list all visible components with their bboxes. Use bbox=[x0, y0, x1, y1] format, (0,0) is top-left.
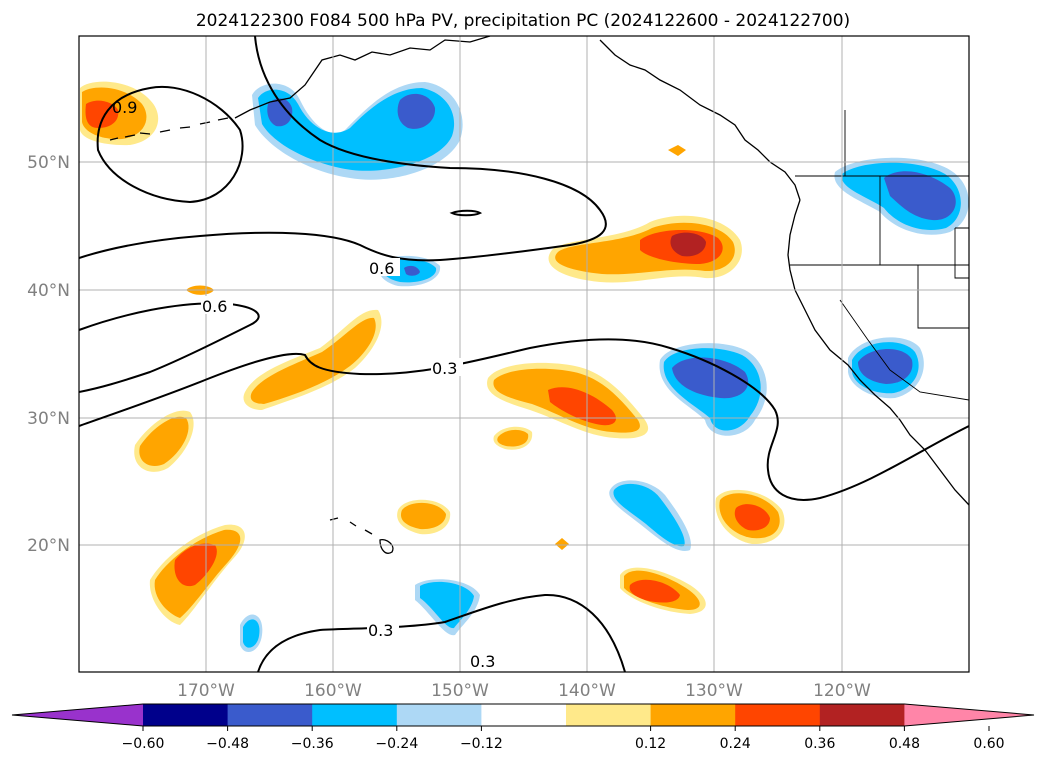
colorbar-tick-label: −0.60 bbox=[122, 736, 165, 752]
map-title: 2024122300 F084 500 hPa PV, precipitatio… bbox=[196, 11, 850, 31]
political-borders bbox=[790, 110, 969, 401]
aleutian-islands bbox=[109, 117, 229, 141]
colorbar-segments bbox=[11, 703, 1035, 727]
precip-blob-pnw-negative bbox=[834, 157, 969, 235]
map-background bbox=[79, 36, 969, 672]
colorbar-segment bbox=[143, 704, 229, 726]
latitude-labels: 50°N 40°N 30°N 20°N bbox=[27, 153, 70, 556]
precip-blob-mid-positive bbox=[548, 215, 742, 283]
colorbar-tick-label: 0.48 bbox=[889, 736, 920, 752]
colorbar-segment bbox=[396, 704, 482, 726]
colorbar-tick-label: 0.12 bbox=[635, 736, 666, 752]
colorbar-extend-high bbox=[904, 704, 1034, 726]
colorbar-segment bbox=[227, 704, 313, 726]
precip-blob-small-negative-2 bbox=[240, 614, 263, 653]
precip-blob-small-4 bbox=[397, 499, 451, 535]
colorbar-segment bbox=[312, 704, 398, 726]
lat-label-30n: 30°N bbox=[27, 409, 70, 429]
longitude-labels: 170°W 160°W 150°W 140°W 130°W 120°W bbox=[177, 681, 871, 701]
colorbar-ticks: −0.60 −0.48 −0.36 −0.24 −0.12 0.12 0.24 0.36 0.4… bbox=[122, 726, 1005, 752]
pv-contour-0.6 bbox=[79, 302, 260, 393]
pv-contour-0.9 bbox=[79, 36, 607, 262]
colorbar-tick-label: 0.24 bbox=[720, 736, 751, 752]
precip-blob-small-5 bbox=[555, 538, 569, 550]
lat-label-40n: 40°N bbox=[27, 281, 70, 301]
precipitation-shading bbox=[80, 81, 969, 653]
lat-label-20n: 20°N bbox=[27, 536, 70, 556]
lon-label-140w: 140°W bbox=[558, 681, 616, 701]
lon-label-120w: 120°W bbox=[813, 681, 871, 701]
colorbar: −0.60 −0.48 −0.36 −0.24 −0.12 0.12 0.24 0.36 0.4… bbox=[11, 703, 1035, 752]
precip-blob-east-negative bbox=[659, 343, 767, 436]
contour-label-4: 0.3 bbox=[432, 359, 457, 378]
precip-blob-small-1 bbox=[668, 145, 686, 156]
map-frame bbox=[78, 35, 970, 673]
colorbar-segment bbox=[650, 704, 736, 726]
precip-blob-small-3 bbox=[493, 426, 533, 450]
precip-blob-south-positive bbox=[620, 567, 706, 614]
colorbar-tick-label: −0.24 bbox=[375, 736, 418, 752]
lon-label-150w: 150°W bbox=[431, 681, 489, 701]
colorbar-segment bbox=[566, 704, 652, 726]
colorbar-tick-label: 0.36 bbox=[804, 736, 835, 752]
precip-blob-california-negative bbox=[848, 337, 924, 399]
contour-label-3: 0.6 bbox=[202, 297, 227, 316]
contour-label-1: 0.9 bbox=[112, 98, 137, 117]
precip-blob-west-positive bbox=[134, 410, 194, 472]
colorbar-segment bbox=[819, 704, 905, 726]
pv-contour-0.3-south bbox=[257, 593, 626, 672]
precip-blob-east-positive bbox=[715, 489, 785, 545]
pv-contours bbox=[79, 36, 969, 672]
lon-label-130w: 130°W bbox=[685, 681, 743, 701]
colorbar-segment bbox=[481, 704, 567, 726]
pv-contour-0.9-loop bbox=[96, 85, 244, 204]
colorbar-tick-label: −0.12 bbox=[460, 736, 503, 752]
precip-blob-aleutian-negative bbox=[252, 82, 463, 180]
alaska-coast-se bbox=[599, 39, 801, 201]
contour-label-2: 0.6 bbox=[369, 259, 394, 278]
precip-blob-central-positive bbox=[487, 362, 649, 439]
colorbar-tick-label: −0.36 bbox=[291, 736, 334, 752]
precip-blob-south-negative bbox=[609, 480, 691, 551]
map-panel: 0.9 0.6 0.6 0.3 0.3 0.3 bbox=[78, 35, 970, 673]
contour-label-6: 0.3 bbox=[470, 652, 495, 671]
pv-contour-0.3-main bbox=[79, 338, 969, 501]
lon-label-170w: 170°W bbox=[177, 681, 235, 701]
colorbar-segment bbox=[735, 704, 821, 726]
colorbar-tick-label: 0.60 bbox=[973, 736, 1004, 752]
alaska-coast bbox=[234, 36, 491, 119]
precip-blob-band-positive bbox=[243, 309, 382, 410]
lon-label-160w: 160°W bbox=[304, 681, 362, 701]
colorbar-tick-label: −0.48 bbox=[206, 736, 249, 752]
colorbar-extend-low bbox=[12, 704, 143, 726]
contour-label-5: 0.3 bbox=[368, 621, 393, 640]
graticule bbox=[79, 36, 969, 672]
hawaii-islands bbox=[329, 517, 394, 554]
contour-labels: 0.9 0.6 0.6 0.3 0.3 0.3 bbox=[112, 98, 501, 671]
lat-label-50n: 50°N bbox=[27, 153, 70, 173]
pv-contour-small-loop bbox=[449, 209, 483, 217]
